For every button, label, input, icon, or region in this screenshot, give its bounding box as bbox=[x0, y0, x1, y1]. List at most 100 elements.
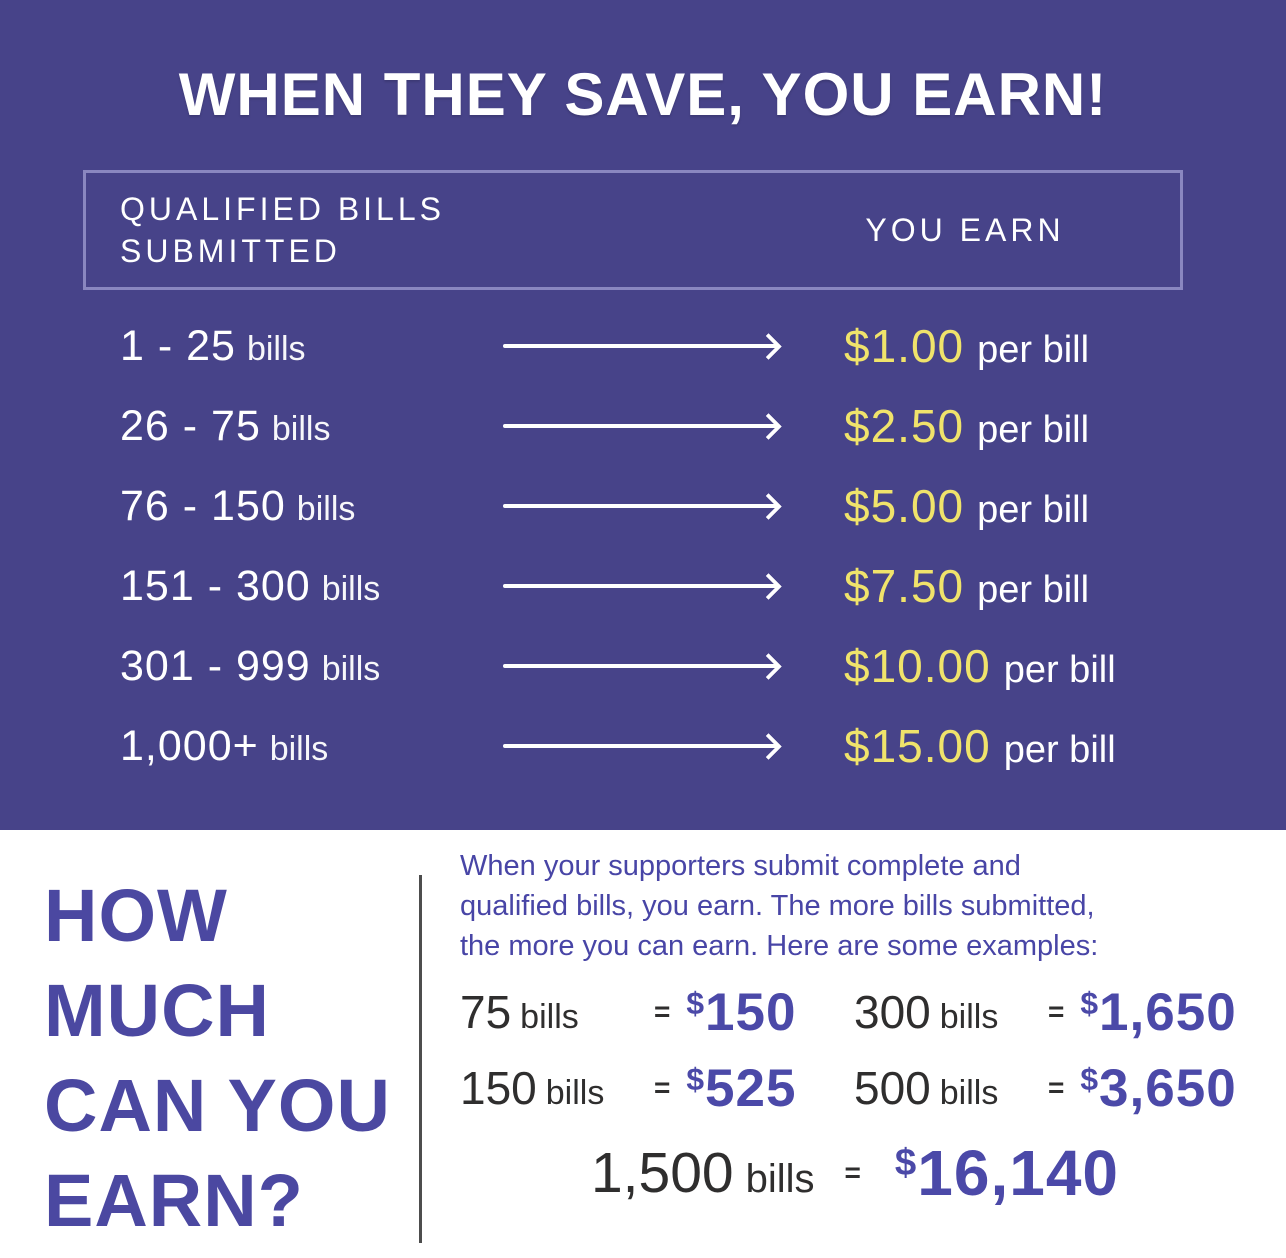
amount-number: 16,140 bbox=[917, 1137, 1119, 1209]
heading-line: HOW bbox=[44, 874, 228, 957]
amount-number: 3,650 bbox=[1099, 1058, 1237, 1118]
arrow-right-icon bbox=[503, 333, 782, 360]
table-row: 76 - 150 bills $5.00 per bill bbox=[0, 466, 1286, 546]
example-amount: $3,650 bbox=[1080, 1058, 1236, 1119]
table-row: 1 - 25 bills $1.00 per bill bbox=[0, 306, 1286, 386]
table-row: 26 - 75 bills $2.50 per bill bbox=[0, 386, 1286, 466]
example-count: 300 bbox=[854, 986, 931, 1038]
bills-range: 1,000+ bills bbox=[120, 722, 503, 771]
example-count-group: 150 bills bbox=[460, 1061, 640, 1115]
examples-grid: 75 bills = $150 300 bills = $1,650 150 b… bbox=[460, 980, 1250, 1212]
bills-range: 1 - 25 bills bbox=[120, 322, 503, 371]
equals-sign: = bbox=[654, 996, 671, 1027]
example-item: 300 bills = $1,650 bbox=[854, 980, 1250, 1044]
amount-number: 525 bbox=[705, 1058, 797, 1118]
range-text: 26 - 75 bbox=[120, 401, 261, 450]
example-unit: bills bbox=[939, 1074, 999, 1112]
example-item-total: 1,500 bills = $16,140 bbox=[460, 1134, 1250, 1212]
example-unit: bills bbox=[520, 998, 579, 1036]
dollar-sign: $ bbox=[686, 984, 706, 1021]
earn-value: $2.50 per bill bbox=[844, 399, 1089, 453]
per-bill-text: per bill bbox=[977, 409, 1090, 451]
earn-value: $15.00 per bill bbox=[844, 719, 1116, 773]
example-count: 500 bbox=[854, 1062, 931, 1114]
paragraph-line: When your supporters submit complete and bbox=[460, 850, 1021, 882]
table-row: 1,000+ bills $15.00 per bill bbox=[0, 706, 1286, 786]
unit-text: bills bbox=[271, 409, 331, 448]
vertical-divider bbox=[419, 875, 422, 1243]
example-unit: bills bbox=[545, 1074, 605, 1112]
earn-value: $7.50 per bill bbox=[844, 559, 1089, 613]
unit-text: bills bbox=[321, 569, 381, 608]
heading-line: CAN YOU bbox=[44, 1064, 391, 1147]
tier-table: 1 - 25 bills $1.00 per bill 26 - 75 bill… bbox=[0, 306, 1286, 786]
paragraph-line: qualified bills, you earn. The more bill… bbox=[460, 890, 1095, 922]
bills-range: 26 - 75 bills bbox=[120, 402, 503, 451]
earn-value: $10.00 per bill bbox=[844, 639, 1116, 693]
column-header-qualified-bills: QUALIFIED BILLS SUBMITTED bbox=[120, 188, 750, 272]
bills-range: 76 - 150 bills bbox=[120, 482, 503, 531]
range-text: 151 - 300 bbox=[120, 561, 311, 610]
examples-content: When your supporters submit complete and… bbox=[460, 846, 1250, 1212]
per-bill-text: per bill bbox=[1003, 729, 1116, 771]
example-amount: $525 bbox=[686, 1058, 796, 1119]
range-text: 301 - 999 bbox=[120, 641, 311, 690]
amount-text: $15.00 bbox=[844, 720, 991, 772]
table-row: 301 - 999 bills $10.00 per bill bbox=[0, 626, 1286, 706]
page-title: WHEN THEY SAVE, YOU EARN! bbox=[178, 61, 1108, 128]
amount-text: $10.00 bbox=[844, 640, 991, 692]
column-header-you-earn: YOU EARN bbox=[865, 211, 1065, 248]
example-amount: $16,140 bbox=[895, 1136, 1119, 1210]
table-header: QUALIFIED BILLS SUBMITTED YOU EARN bbox=[83, 170, 1183, 290]
example-amount: $150 bbox=[686, 982, 796, 1043]
per-bill-text: per bill bbox=[977, 329, 1090, 371]
range-text: 1 - 25 bbox=[120, 321, 236, 370]
example-item: 150 bills = $525 bbox=[460, 1056, 854, 1120]
per-bill-text: per bill bbox=[1003, 649, 1116, 691]
dollar-sign: $ bbox=[686, 1060, 706, 1097]
example-item: 75 bills = $150 bbox=[460, 980, 854, 1044]
example-count: 1,500 bbox=[590, 1141, 734, 1205]
amount-text: $7.50 bbox=[844, 560, 965, 612]
amount-number: 150 bbox=[705, 982, 797, 1042]
examples-section: HOW MUCH CAN YOU EARN? When your support… bbox=[0, 830, 1286, 1258]
range-text: 76 - 150 bbox=[120, 481, 286, 530]
dollar-sign: $ bbox=[1080, 1060, 1100, 1097]
unit-text: bills bbox=[269, 729, 329, 768]
earnings-tier-section: WHEN THEY SAVE, YOU EARN! QUALIFIED BILL… bbox=[0, 0, 1286, 830]
per-bill-text: per bill bbox=[977, 569, 1090, 611]
equals-sign: = bbox=[844, 1157, 861, 1188]
example-amount: $1,650 bbox=[1080, 982, 1236, 1043]
unit-text: bills bbox=[246, 329, 306, 368]
bills-range: 301 - 999 bills bbox=[120, 642, 503, 691]
heading-line: MUCH bbox=[44, 969, 270, 1052]
table-row: 151 - 300 bills $7.50 per bill bbox=[0, 546, 1286, 626]
arrow-right-icon bbox=[503, 573, 782, 600]
amount-text: $5.00 bbox=[844, 480, 965, 532]
example-count-group: 500 bills bbox=[854, 1061, 1034, 1115]
example-count-group: 300 bills bbox=[854, 985, 1034, 1039]
equals-sign: = bbox=[1048, 1072, 1065, 1103]
unit-text: bills bbox=[321, 649, 381, 688]
column-header-line2: SUBMITTED bbox=[120, 233, 341, 269]
section-heading: HOW MUCH CAN YOU EARN? bbox=[44, 868, 391, 1248]
paragraph-line: the more you can earn. Here are some exa… bbox=[460, 930, 1099, 962]
heading-line: EARN? bbox=[44, 1159, 304, 1242]
column-header-line1: QUALIFIED BILLS bbox=[120, 191, 445, 227]
intro-paragraph: When your supporters submit complete and… bbox=[460, 846, 1250, 966]
earn-value: $5.00 per bill bbox=[844, 479, 1089, 533]
example-unit: bills bbox=[939, 998, 999, 1036]
amount-text: $1.00 bbox=[844, 320, 965, 372]
per-bill-text: per bill bbox=[977, 489, 1090, 531]
amount-text: $2.50 bbox=[844, 400, 965, 452]
dollar-sign: $ bbox=[894, 1141, 918, 1184]
example-count-group: 1,500 bills bbox=[591, 1140, 815, 1206]
equals-sign: = bbox=[1048, 996, 1065, 1027]
earn-value: $1.00 per bill bbox=[844, 319, 1089, 373]
dollar-sign: $ bbox=[1080, 984, 1100, 1021]
arrow-right-icon bbox=[503, 733, 782, 760]
example-item: 500 bills = $3,650 bbox=[854, 1056, 1250, 1120]
bills-range: 151 - 300 bills bbox=[120, 562, 503, 611]
unit-text: bills bbox=[296, 489, 356, 528]
example-count: 75 bbox=[460, 986, 512, 1038]
